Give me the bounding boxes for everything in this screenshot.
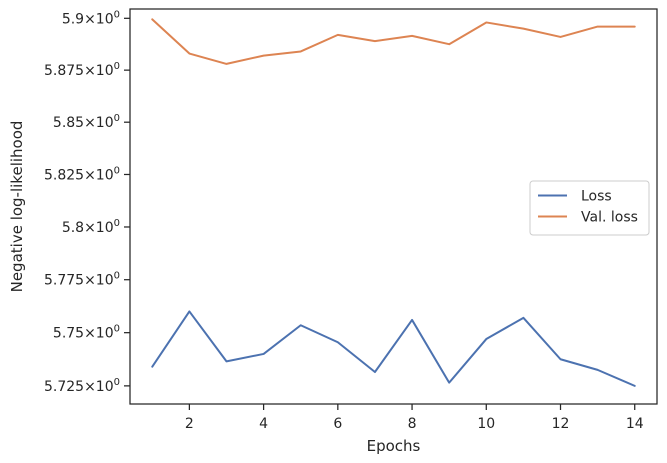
x-tick-label: 12 xyxy=(552,416,570,432)
series-line-loss xyxy=(151,310,636,387)
x-tick-label: 14 xyxy=(626,416,644,432)
x-axis-label: Epochs xyxy=(367,437,421,455)
x-tick-label: 8 xyxy=(408,416,417,432)
y-tick-label: 5.775×100 xyxy=(44,271,120,289)
y-tick-label: 5.75×100 xyxy=(53,324,120,342)
y-tick-label: 5.85×100 xyxy=(53,113,120,131)
x-tick-label: 6 xyxy=(333,416,342,432)
x-tick-label: 10 xyxy=(477,416,495,432)
series-lines xyxy=(151,18,636,387)
y-tick-label: 5.875×100 xyxy=(44,61,120,79)
y-tick-label: 5.9×100 xyxy=(62,9,120,27)
y-axis-ticks: 5.725×100 5.75×100 5.775×100 5.8×100 5.825×1… xyxy=(44,9,130,395)
y-tick-label: 5.825×100 xyxy=(44,165,120,183)
series-line-val-loss xyxy=(151,18,636,65)
x-axis-ticks: 2 4 6 8 10 12 14 xyxy=(185,404,644,432)
y-tick-label: 5.8×100 xyxy=(62,218,120,236)
plot-frame xyxy=(129,8,658,405)
y-axis-label: Negative log-likelihood xyxy=(8,121,26,293)
legend-label-loss: Loss xyxy=(581,189,612,205)
x-tick-label: 4 xyxy=(259,416,268,432)
legend: Loss Val. loss xyxy=(529,180,650,236)
y-tick-label: 5.725×100 xyxy=(44,377,120,395)
x-tick-label: 2 xyxy=(185,416,194,432)
legend-label-val-loss: Val. loss xyxy=(581,210,638,226)
